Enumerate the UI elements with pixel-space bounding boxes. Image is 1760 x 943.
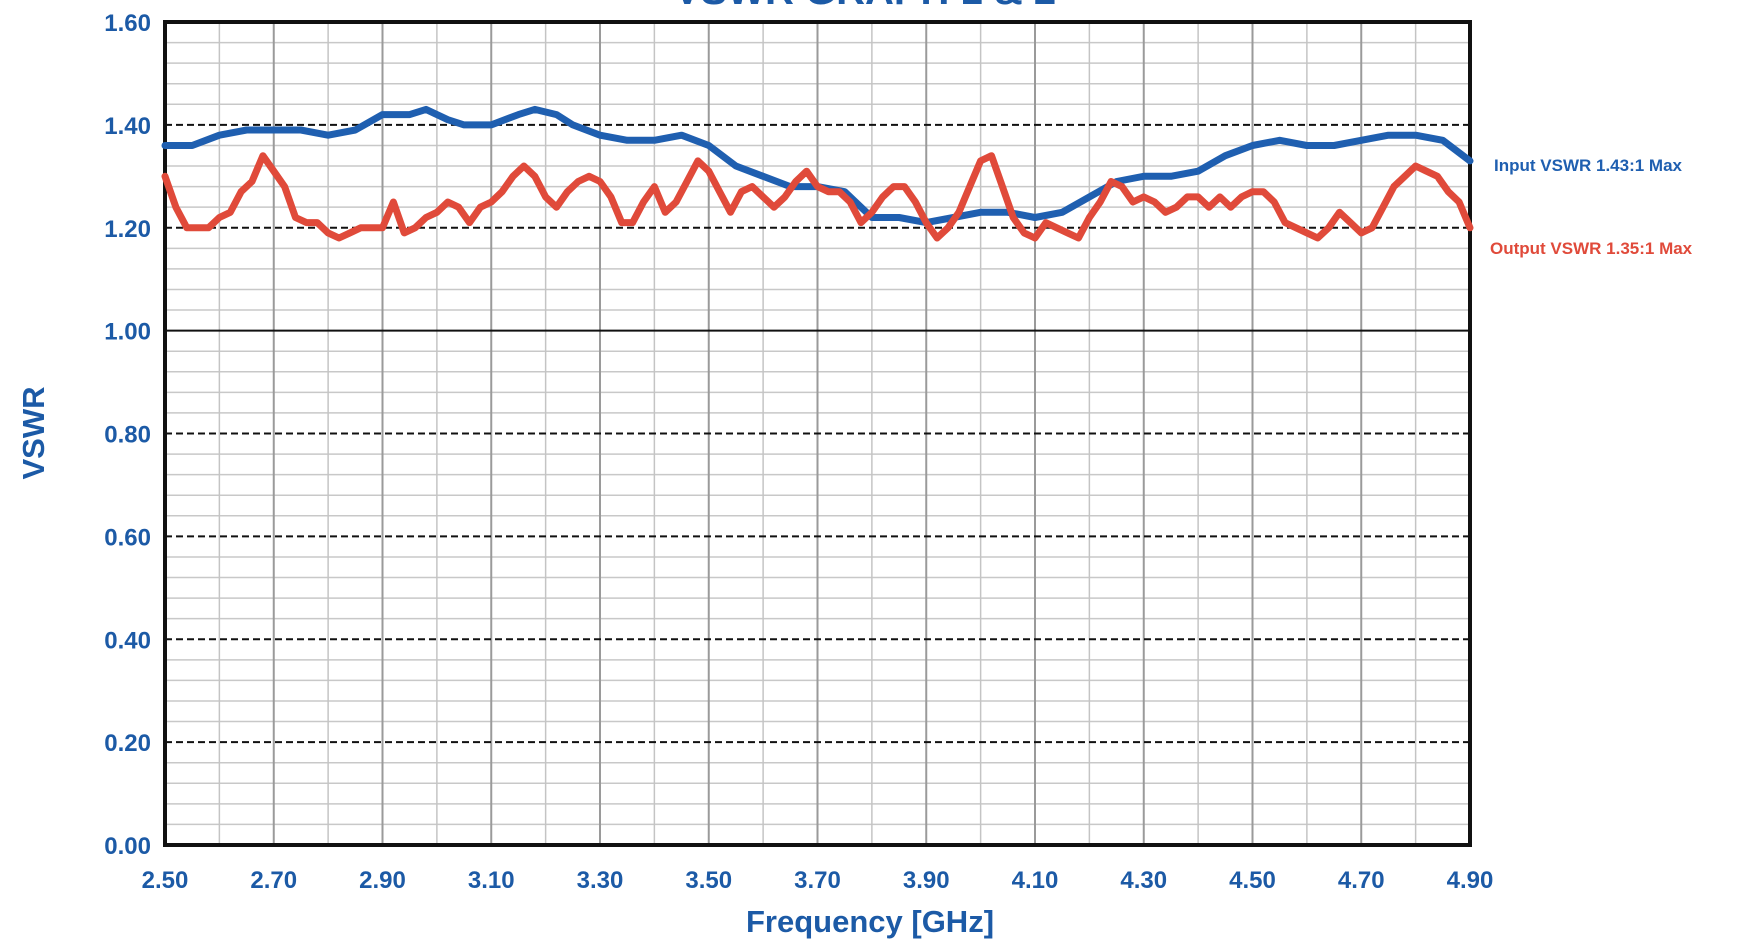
x-tick-label: 3.70 bbox=[794, 867, 841, 894]
x-tick-label: 2.70 bbox=[250, 867, 297, 894]
y-tick-label: 1.60 bbox=[104, 10, 151, 37]
y-tick-label: 0.20 bbox=[104, 730, 151, 757]
x-tick-label: 3.90 bbox=[903, 867, 950, 894]
y-tick-label: 1.00 bbox=[104, 319, 151, 346]
y-tick-label: 0.40 bbox=[104, 627, 151, 654]
x-axis-title: Frequency [GHz] bbox=[746, 904, 994, 939]
x-tick-label: 4.30 bbox=[1120, 867, 1167, 894]
y-tick-label: 1.20 bbox=[104, 216, 151, 243]
x-axis-ticks: 2.50 2.70 2.90 3.10 3.30 3.50 3.70 3.90 4.10 4.30… bbox=[142, 867, 1494, 894]
series-layer bbox=[161, 105, 1474, 242]
x-tick-label: 3.30 bbox=[577, 867, 624, 894]
plot-frame bbox=[163, 20, 1472, 847]
chart-title: VSWR GRAPH 1 & 2 bbox=[674, 0, 1056, 13]
output-vswr-line bbox=[161, 152, 1474, 242]
y-tick-label: 1.40 bbox=[104, 113, 151, 140]
y-axis-title: VSWR bbox=[16, 387, 51, 480]
x-tick-label: 2.50 bbox=[142, 867, 189, 894]
x-tick-label: 2.90 bbox=[359, 867, 406, 894]
x-tick-label: 3.50 bbox=[685, 867, 732, 894]
y-tick-label: 0.60 bbox=[104, 524, 151, 551]
y-tick-label: 0.00 bbox=[104, 833, 151, 860]
y-tick-label: 0.80 bbox=[104, 422, 151, 449]
y-axis-ticks: 0.00 0.20 0.40 0.60 0.80 1.00 1.20 1.40 1.60 bbox=[104, 10, 151, 860]
x-tick-label: 4.50 bbox=[1229, 867, 1276, 894]
x-tick-label: 4.70 bbox=[1338, 867, 1385, 894]
grid bbox=[165, 22, 1470, 845]
x-tick-label: 4.10 bbox=[1012, 867, 1059, 894]
legend-input: Input VSWR 1.43:1 Max bbox=[1494, 156, 1683, 175]
x-tick-label: 3.10 bbox=[468, 867, 515, 894]
legend-output: Output VSWR 1.35:1 Max bbox=[1490, 239, 1693, 258]
x-tick-label: 4.90 bbox=[1447, 867, 1494, 894]
